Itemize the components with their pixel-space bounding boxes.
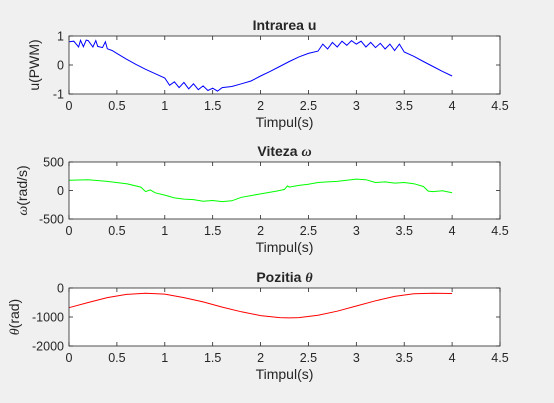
x-tick-label: 2 — [257, 224, 264, 238]
y-tick-label: 0 — [57, 184, 64, 198]
x-tick-label: 0 — [66, 99, 73, 113]
x-tick-label: 1.5 — [204, 351, 221, 365]
y-tick-label: -1000 — [32, 311, 64, 325]
x-tick-label: 1 — [161, 99, 168, 113]
x-tick-label: 4 — [449, 224, 456, 238]
subplot-3: 0 0.5 1 1.5 2 2.5 3 3.5 4 4.5 -2000 -1000 0 Pozitia θ… — [6, 269, 509, 382]
data-line — [68, 292, 453, 319]
chart-title: Pozitia θ — [256, 269, 313, 286]
x-tick-label: 4.5 — [491, 224, 508, 238]
x-tick-label: 4 — [449, 99, 456, 113]
chart-title: Intrarea u — [253, 17, 317, 33]
y-tick-label: 1 — [57, 30, 64, 44]
data-line — [68, 178, 453, 203]
plot-area — [69, 36, 500, 94]
y-tick-label: -2000 — [32, 340, 64, 354]
x-tick-label: 1.5 — [204, 224, 221, 238]
y-axis-label: θ(rad) — [6, 299, 23, 335]
x-tick-label: 0 — [66, 351, 73, 365]
x-tick-label: 0.5 — [108, 99, 125, 113]
x-tick-label: 0.5 — [108, 224, 125, 238]
x-tick-label: 3.5 — [396, 351, 413, 365]
y-tick-label: 0 — [57, 282, 64, 296]
x-axis-label: Timpul(s) — [256, 239, 314, 255]
chart-title: Viteza ω — [257, 143, 311, 160]
x-tick-label: 1 — [161, 224, 168, 238]
x-tick-label: 2 — [257, 99, 264, 113]
y-tick-label: -500 — [39, 213, 64, 227]
data-line — [68, 38, 453, 92]
x-tick-label: 4.5 — [491, 99, 508, 113]
y-axis-label: ω(rad/s) — [14, 165, 31, 215]
x-tick-label: 1.5 — [204, 99, 221, 113]
x-tick-label: 2.5 — [300, 224, 317, 238]
x-tick-label: 3 — [353, 351, 360, 365]
plot-area — [69, 162, 500, 219]
y-tick-label: 0 — [57, 59, 64, 73]
y-axis-label: u(PWM) — [26, 39, 42, 90]
x-tick-label: 2 — [257, 351, 264, 365]
x-axis-label: Timpul(s) — [256, 114, 314, 130]
plot-area — [69, 288, 500, 346]
x-tick-label: 0.5 — [108, 351, 125, 365]
x-tick-label: 2.5 — [300, 99, 317, 113]
y-tick-label: -1 — [53, 88, 64, 102]
x-tick-label: 4 — [449, 351, 456, 365]
x-tick-label: 1 — [161, 351, 168, 365]
x-tick-label: 4.5 — [491, 351, 508, 365]
x-tick-label: 3.5 — [396, 99, 413, 113]
y-tick-label: 500 — [43, 156, 64, 170]
x-tick-label: 3.5 — [396, 224, 413, 238]
x-axis-label: Timpul(s) — [256, 366, 314, 382]
x-tick-label: 0 — [66, 224, 73, 238]
x-tick-label: 3 — [353, 99, 360, 113]
x-tick-label: 2.5 — [300, 351, 317, 365]
x-tick-label: 3 — [353, 224, 360, 238]
